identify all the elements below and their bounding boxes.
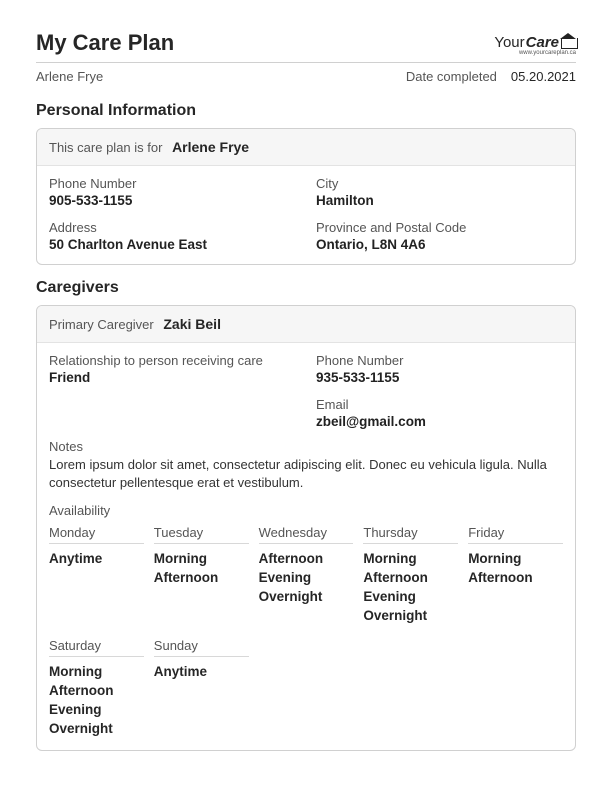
availability-day-head: Wednesday [259, 522, 354, 544]
availability-slot: Overnight [363, 606, 458, 625]
availability-day-col: Tuesday MorningAfternoon [154, 522, 249, 625]
availability-slot: Anytime [154, 662, 249, 681]
personal-card-header: This care plan is for Arlene Frye [37, 129, 575, 166]
notes-text: Lorem ipsum dolor sit amet, consectetur … [49, 456, 563, 491]
relationship-label: Relationship to person receiving care [49, 353, 296, 368]
province-value: Ontario, L8N 4A6 [316, 237, 563, 252]
phone-field: Phone Number 905-533-1155 [49, 176, 296, 208]
availability-slot: Evening [259, 568, 354, 587]
availability-slot: Morning [363, 549, 458, 568]
availability-day-col: Wednesday AfternoonEveningOvernight [259, 522, 354, 625]
availability-day-head: Monday [49, 522, 144, 544]
province-field: Province and Postal Code Ontario, L8N 4A… [316, 220, 563, 252]
phone-value: 905-533-1155 [49, 193, 296, 208]
availability-slot: Anytime [49, 549, 144, 568]
availability-slot: Morning [154, 549, 249, 568]
address-label: Address [49, 220, 296, 235]
availability-day-head: Thursday [363, 522, 458, 544]
caregiver-phone-field: Phone Number 935-533-1155 [316, 353, 563, 385]
availability-slot: Afternoon [154, 568, 249, 587]
logo-your: Your [494, 35, 524, 50]
header-row: My Care Plan YourCare www.yourcareplan.c… [36, 30, 576, 63]
availability-block: Availability Monday Anytime Tuesday Morning… [49, 503, 563, 738]
availability-slot: Overnight [49, 719, 144, 738]
notes-label: Notes [49, 439, 563, 454]
caregiver-header-name: Zaki Beil [163, 316, 221, 332]
relationship-field: Relationship to person receiving care Fr… [49, 353, 296, 385]
availability-day-head: Tuesday [154, 522, 249, 544]
availability-day-col: Saturday MorningAfternoonEveningOvernight [49, 635, 144, 738]
availability-slot: Afternoon [363, 568, 458, 587]
patient-name: Arlene Frye [36, 69, 103, 84]
personal-header-name: Arlene Frye [172, 139, 249, 155]
caregiver-phone-value: 935-533-1155 [316, 370, 563, 385]
address-value: 50 Charlton Avenue East [49, 237, 296, 252]
date-completed-label: Date completed [406, 69, 497, 84]
availability-slot: Overnight [259, 587, 354, 606]
availability-slot: Evening [363, 587, 458, 606]
province-label: Province and Postal Code [316, 220, 563, 235]
notes-block: Notes Lorem ipsum dolor sit amet, consec… [49, 439, 563, 491]
caregiver-email-value: zbeil@gmail.com [316, 414, 563, 429]
caregivers-heading: Caregivers [36, 279, 576, 297]
availability-slot: Afternoon [259, 549, 354, 568]
caregiver-card: Primary Caregiver Zaki Beil Relationship… [36, 305, 576, 751]
city-label: City [316, 176, 563, 191]
availability-slot: Morning [49, 662, 144, 681]
city-field: City Hamilton [316, 176, 563, 208]
availability-row-1: MondayAnytimeTuesdayMorningAfternoonWedn… [49, 522, 563, 625]
city-value: Hamilton [316, 193, 563, 208]
caregiver-email-label: Email [316, 397, 563, 412]
address-field: Address 50 Charlton Avenue East [49, 220, 296, 252]
availability-label: Availability [49, 503, 563, 518]
personal-info-heading: Personal Information [36, 102, 576, 120]
availability-day-col: Thursday MorningAfternoonEveningOvernight [363, 522, 458, 625]
availability-slot: Evening [49, 700, 144, 719]
availability-day-col: Monday Anytime [49, 522, 144, 625]
phone-label: Phone Number [49, 176, 296, 191]
availability-day-col: Friday MorningAfternoon [468, 522, 563, 625]
sub-header-row: Arlene Frye Date completed 05.20.2021 [36, 65, 576, 96]
availability-day-col: Sunday Anytime [154, 635, 249, 738]
caregiver-phone-label: Phone Number [316, 353, 563, 368]
date-completed-value: 05.20.2021 [511, 69, 576, 84]
availability-day-head: Saturday [49, 635, 144, 657]
logo-care: Care [526, 35, 559, 50]
personal-info-card: This care plan is for Arlene Frye Phone … [36, 128, 576, 265]
availability-slot: Morning [468, 549, 563, 568]
availability-slot: Afternoon [49, 681, 144, 700]
caregiver-header-prefix: Primary Caregiver [49, 317, 154, 332]
house-icon [561, 35, 576, 48]
caregiver-email-field: Email zbeil@gmail.com [316, 397, 563, 429]
availability-day-head: Friday [468, 522, 563, 544]
relationship-value: Friend [49, 370, 296, 385]
personal-header-prefix: This care plan is for [49, 140, 162, 155]
caregiver-card-header: Primary Caregiver Zaki Beil [37, 306, 575, 343]
availability-row-2: Saturday MorningAfternoonEveningOvernight… [49, 635, 563, 738]
availability-slot: Afternoon [468, 568, 563, 587]
page-title: My Care Plan [36, 30, 174, 56]
availability-day-head: Sunday [154, 635, 249, 657]
brand-logo: YourCare www.yourcareplan.ca [494, 35, 576, 56]
